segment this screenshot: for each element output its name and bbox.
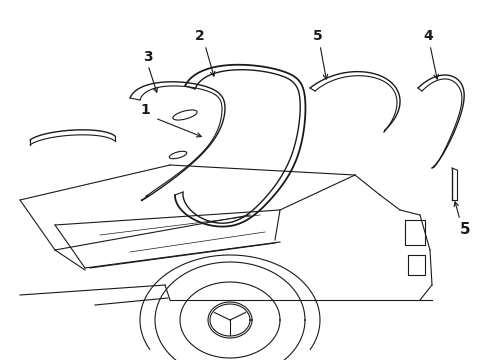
Text: 3: 3 (143, 50, 153, 64)
Text: 5: 5 (313, 29, 323, 43)
Text: 2: 2 (195, 29, 205, 43)
Text: 5: 5 (460, 222, 470, 238)
Text: 4: 4 (423, 29, 433, 43)
Text: 1: 1 (140, 103, 150, 117)
